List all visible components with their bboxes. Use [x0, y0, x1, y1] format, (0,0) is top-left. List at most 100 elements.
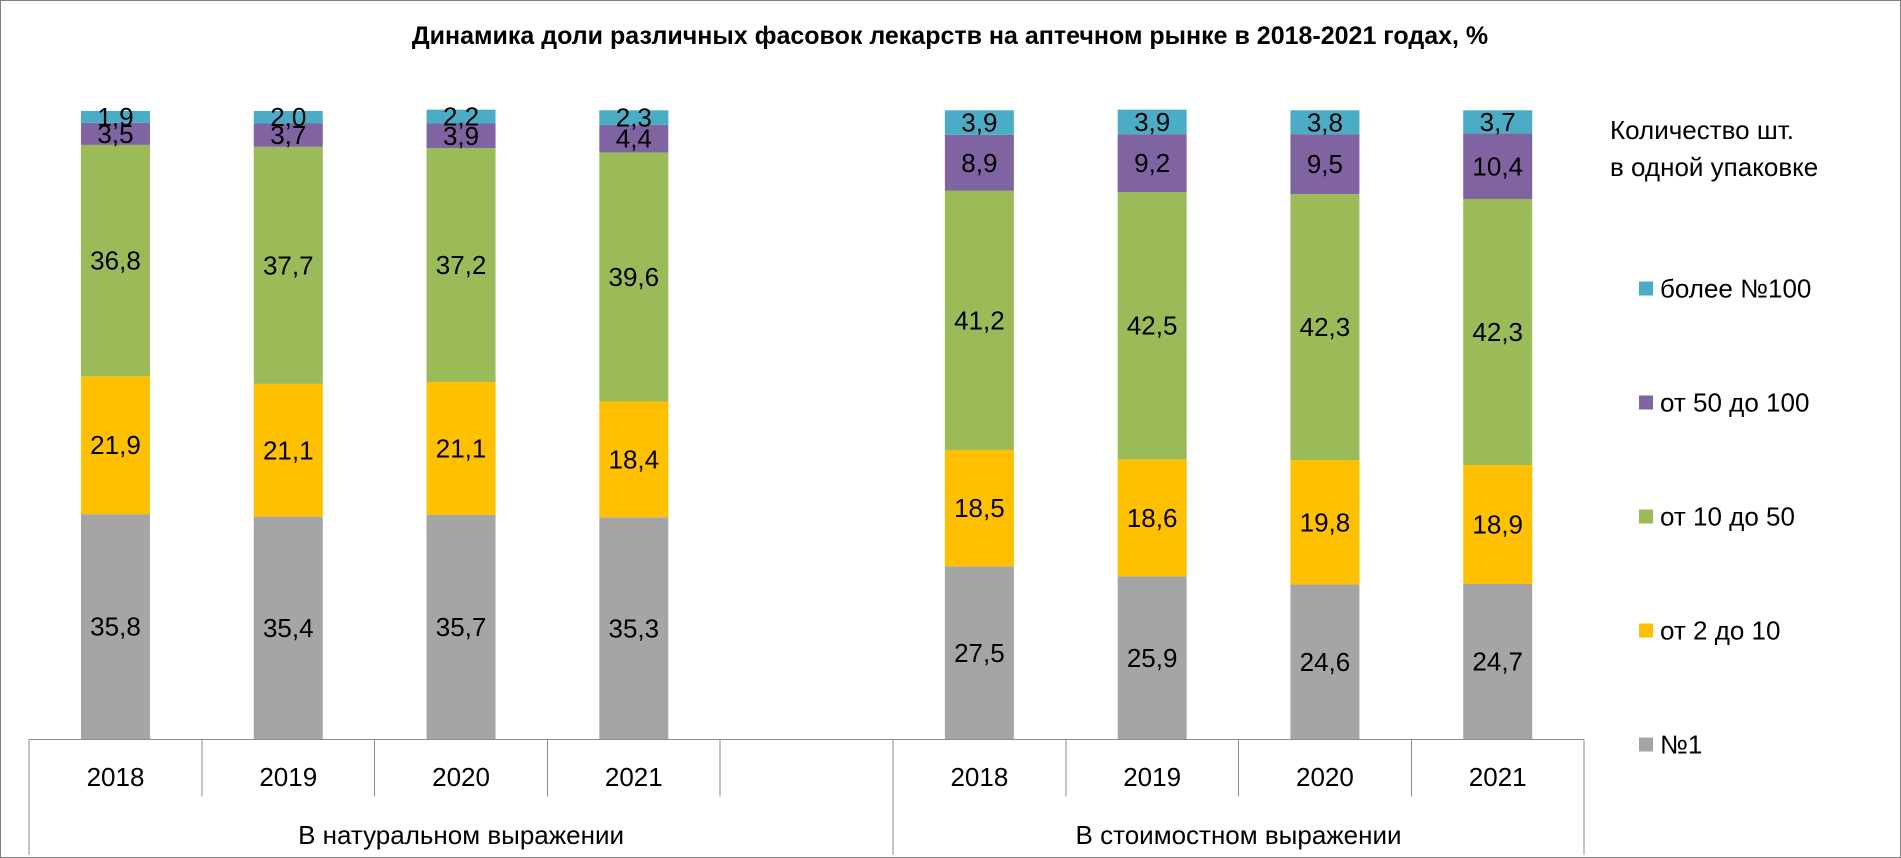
- data-label: 8,9: [961, 148, 997, 178]
- data-label: 9,2: [1134, 148, 1170, 178]
- category-label: 2021: [605, 762, 663, 792]
- bar-segment: [80, 514, 150, 740]
- category-axis-labels: 2018 2019 2020 2021 2018 2019 2020 2021 В натура…: [87, 762, 1527, 850]
- data-label: 3,8: [1307, 107, 1343, 137]
- legend-marker: [1639, 737, 1653, 752]
- data-label: 35,3: [609, 613, 660, 643]
- chart-title: Динамика доли различных фасовок лекарств…: [412, 22, 1488, 50]
- legend-items: более №100 от 50 до 100 от 10 до 50 от 2 до…: [1639, 274, 1811, 760]
- data-label: 2,0: [270, 102, 306, 132]
- legend-title-line-2: в одной упаковке: [1610, 152, 1818, 182]
- data-label: 36,8: [90, 246, 141, 276]
- legend-label: от 2 до 10: [1660, 616, 1780, 646]
- data-label: 3,5: [97, 119, 133, 149]
- legend-label: более №100: [1660, 274, 1811, 304]
- data-label: 3,9: [443, 121, 479, 151]
- legend-title-line-1: Количество шт.: [1610, 115, 1794, 145]
- bar-segment: [1290, 460, 1360, 585]
- data-label: 3,7: [1480, 107, 1516, 137]
- data-label: 25,9: [1127, 643, 1178, 673]
- data-label: 3,9: [961, 108, 997, 138]
- bar-segment: [599, 124, 669, 153]
- bar-segment: [1290, 134, 1360, 194]
- data-label: 2,2: [443, 102, 479, 132]
- data-label: 3,7: [270, 120, 306, 150]
- legend-label: от 10 до 50: [1660, 502, 1795, 532]
- legend-marker: [1639, 623, 1653, 638]
- data-label: 18,6: [1127, 503, 1178, 533]
- bar-segment: [253, 123, 323, 147]
- data-label: 24,6: [1300, 647, 1351, 677]
- category-axis: [28, 738, 1585, 855]
- data-label: 27,5: [954, 638, 1005, 668]
- legend-item: от 10 до 50: [1639, 502, 1795, 532]
- data-label: 18,5: [954, 493, 1005, 523]
- data-label: 19,8: [1300, 507, 1351, 537]
- category-group-label: В стоимостном выражении: [1076, 820, 1402, 850]
- data-label: 10,4: [1472, 151, 1523, 181]
- bar-segment: [80, 122, 150, 145]
- data-label: 35,8: [90, 612, 141, 642]
- data-label: 42,3: [1472, 317, 1523, 347]
- bar-segment: [426, 148, 496, 383]
- data-label: 39,6: [609, 262, 660, 292]
- data-label: 21,9: [90, 430, 141, 460]
- data-label: 4,4: [616, 124, 652, 154]
- category-label: 2018: [87, 762, 145, 792]
- legend-label: от 50 до 100: [1660, 388, 1809, 418]
- bar-segment: [944, 110, 1014, 135]
- data-label: 42,3: [1300, 312, 1351, 342]
- data-label: 37,7: [263, 250, 314, 280]
- legend-item: от 50 до 100: [1639, 388, 1809, 418]
- category-label: 2021: [1469, 762, 1527, 792]
- legend: Количество шт. в одной упаковке более №1…: [1610, 115, 1818, 760]
- category-group-label: В натуральном выражении: [298, 820, 624, 850]
- bar-segment: [1463, 465, 1533, 584]
- data-label: 24,7: [1472, 647, 1523, 677]
- bar-segment: [1117, 576, 1187, 740]
- bar-segment: [426, 109, 496, 124]
- legend-marker: [1639, 395, 1653, 410]
- bar-segment: [253, 110, 323, 124]
- bar-segment: [426, 382, 496, 515]
- data-label: 9,5: [1307, 149, 1343, 179]
- category-label: 2019: [1123, 762, 1181, 792]
- legend-item: более №100: [1639, 274, 1811, 304]
- legend-label: №1: [1660, 730, 1702, 760]
- bar-segment: [1463, 133, 1533, 199]
- data-label: 42,5: [1127, 311, 1178, 341]
- bar-segment: [1117, 134, 1187, 193]
- bar-segment: [1463, 198, 1533, 466]
- category-label: 2020: [1296, 762, 1354, 792]
- bar-segment: [253, 516, 323, 740]
- bar-segment: [1290, 584, 1360, 740]
- bar-segment: [1117, 192, 1187, 460]
- data-label: 37,2: [436, 250, 487, 280]
- data-label: 1,9: [97, 102, 133, 132]
- bar-segment: [599, 110, 669, 125]
- category-label: 2020: [432, 762, 490, 792]
- bar-segment: [80, 376, 150, 515]
- bar-segment: [1290, 110, 1360, 135]
- legend-item: №1: [1639, 730, 1702, 760]
- data-label: 18,9: [1472, 509, 1523, 539]
- bar-segment: [1117, 109, 1187, 135]
- bar-segment: [1463, 110, 1533, 134]
- bar-segment: [944, 190, 1014, 450]
- bar-segment: [1117, 459, 1187, 577]
- bar-segment: [944, 134, 1014, 191]
- data-label: 35,4: [263, 613, 314, 643]
- bar-segment: [599, 517, 669, 740]
- data-label: 41,2: [954, 305, 1005, 335]
- bar-segment: [1463, 583, 1533, 740]
- bar-segment: [599, 401, 669, 518]
- legend-marker: [1639, 509, 1653, 524]
- legend-item: от 2 до 10: [1639, 616, 1780, 646]
- data-label: 2,3: [616, 103, 652, 133]
- bar-segment: [944, 566, 1014, 740]
- bar-segment: [80, 110, 150, 123]
- bar-segment: [80, 144, 150, 377]
- bar-segment: [426, 514, 496, 740]
- data-label: 21,1: [263, 435, 314, 465]
